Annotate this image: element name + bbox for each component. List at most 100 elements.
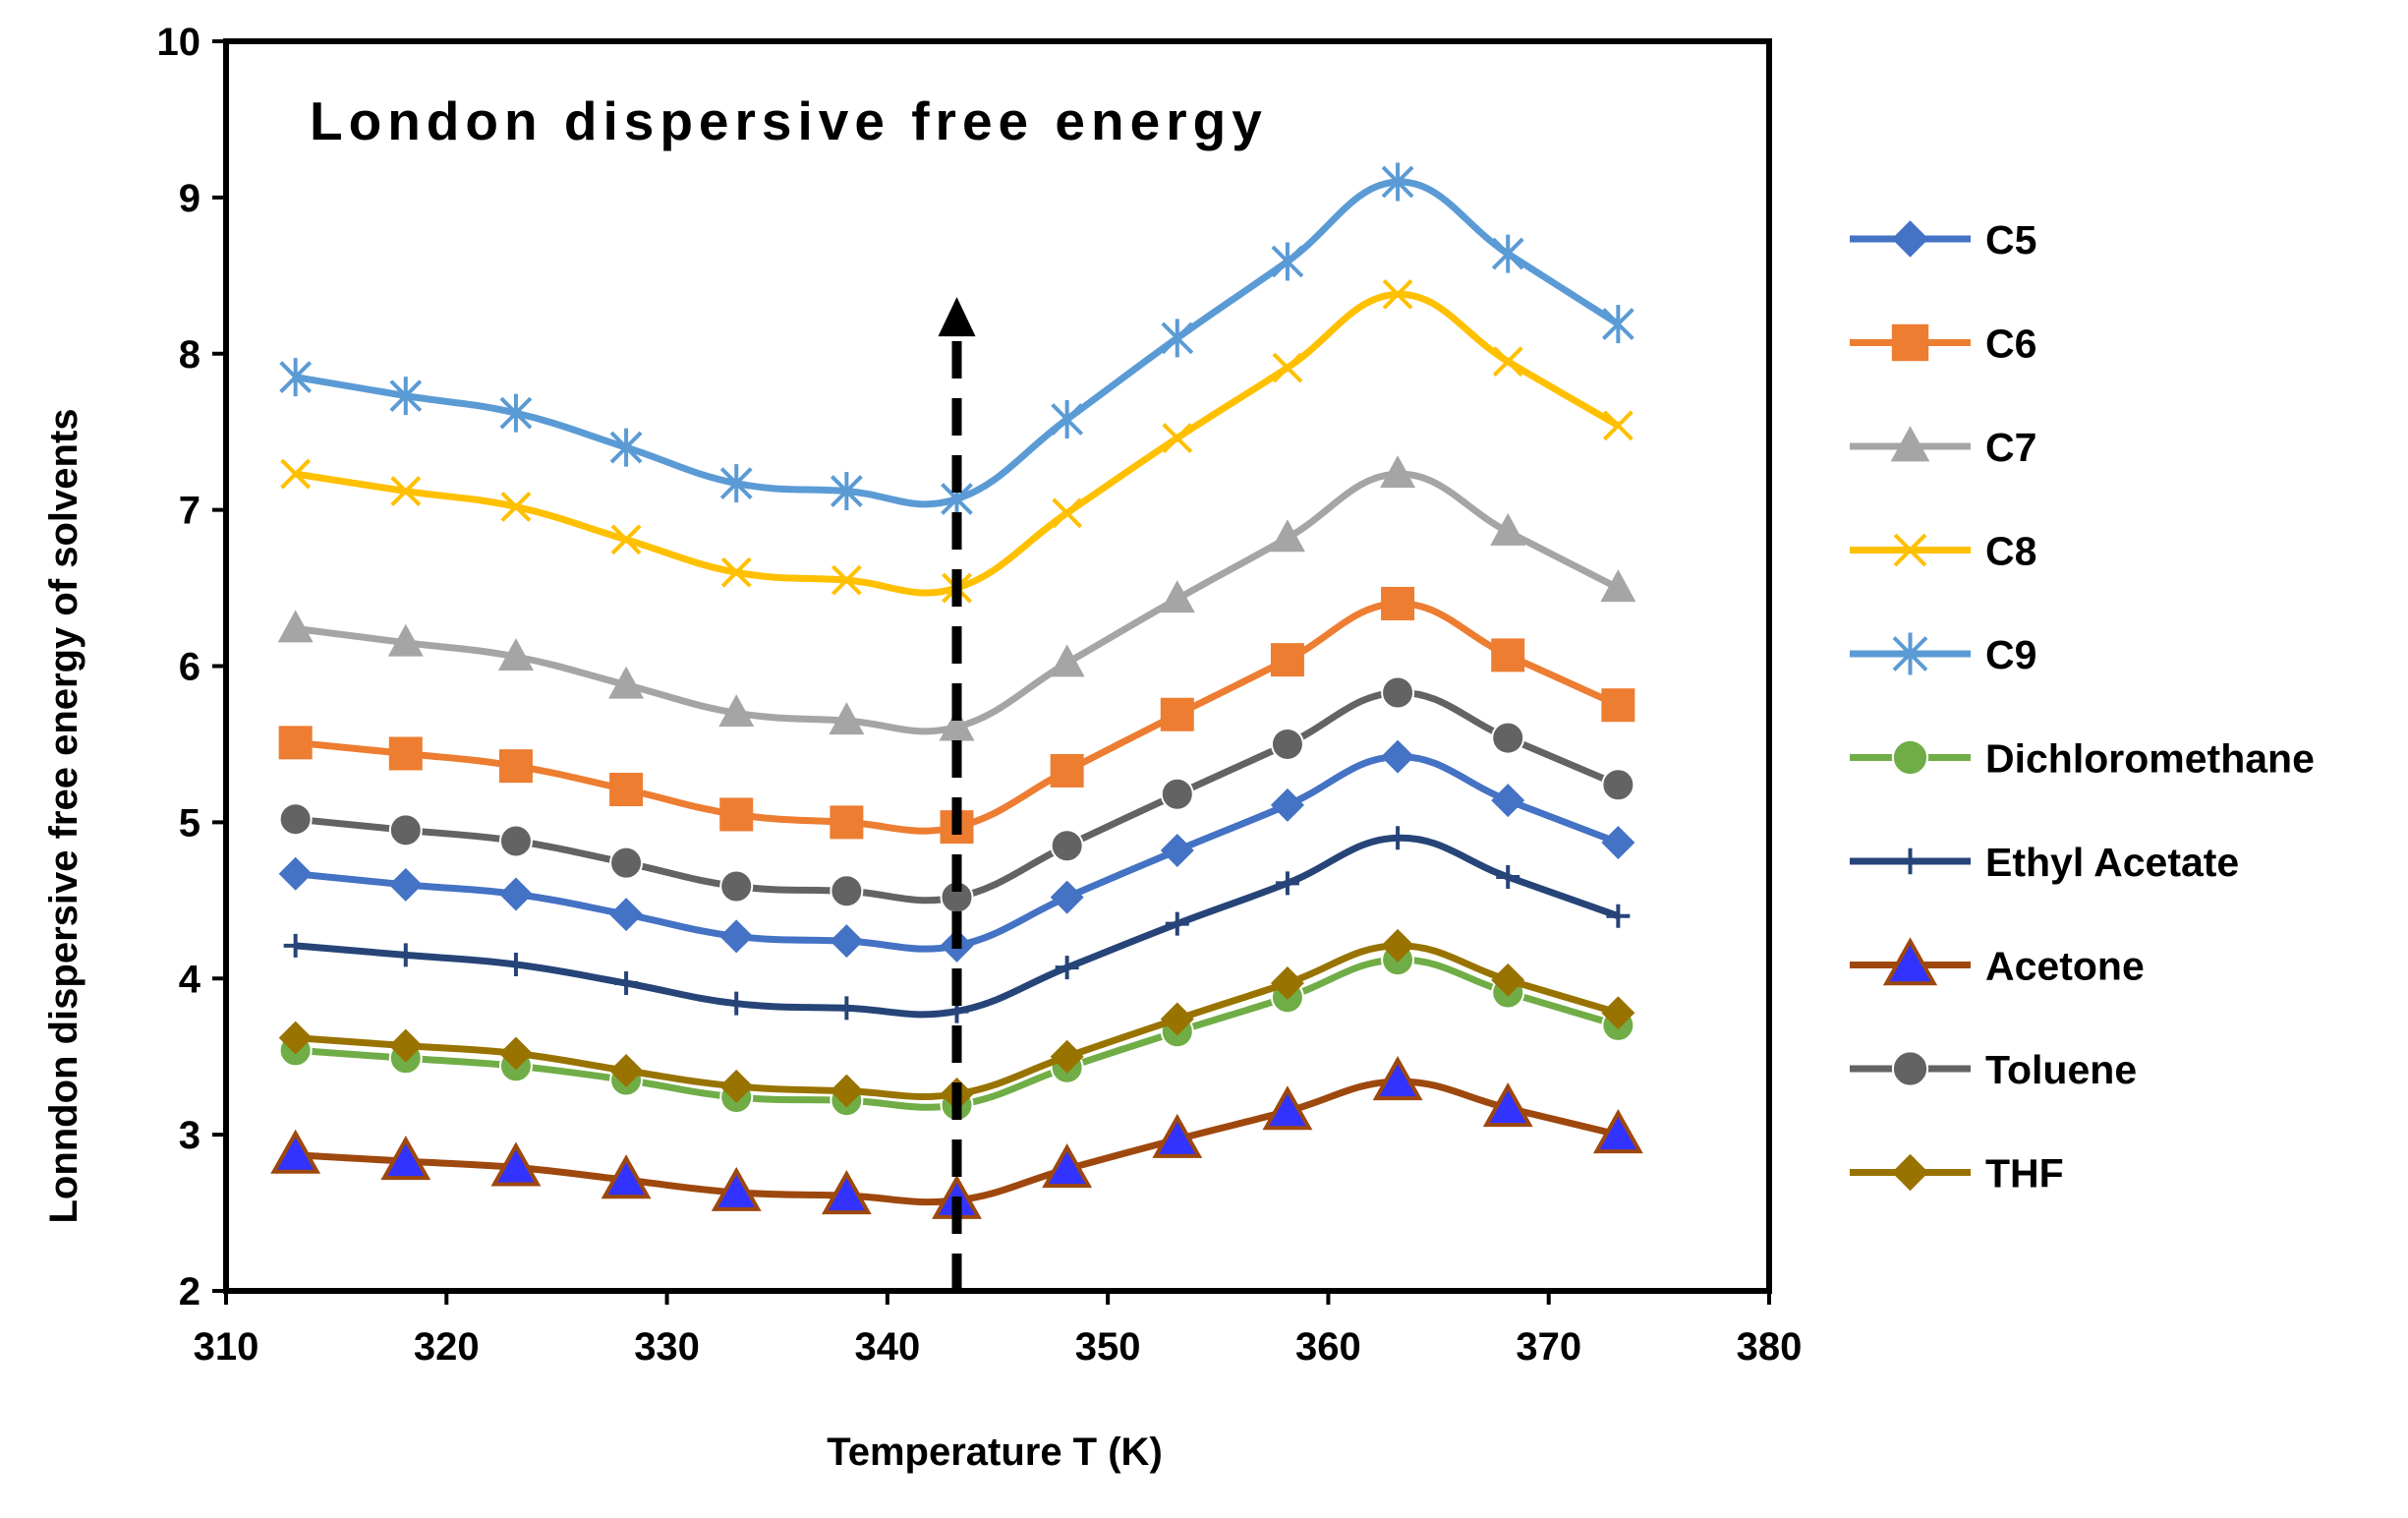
- x-tick-label: 350: [1075, 1325, 1141, 1369]
- data-point: [718, 694, 755, 728]
- data-point: [1050, 1039, 1084, 1074]
- x-tick-label: 370: [1516, 1325, 1581, 1369]
- data-point: [608, 666, 645, 699]
- data-point: [609, 898, 644, 932]
- legend-item: C6: [1850, 321, 2036, 367]
- y-tick-label: 8: [179, 333, 201, 377]
- data-point: [277, 610, 314, 643]
- x-tick-label: 360: [1295, 1325, 1361, 1369]
- data-point: [498, 877, 533, 911]
- data-point: [1271, 242, 1304, 281]
- data-point: [1606, 904, 1631, 928]
- data-point: [490, 1141, 542, 1187]
- data-point: [831, 564, 862, 596]
- data-point: [390, 476, 422, 506]
- dashed-arrow-head: [938, 297, 976, 337]
- data-point: [270, 1129, 321, 1174]
- data-point: [1386, 826, 1410, 850]
- legend-item: Toluene: [1850, 1047, 2137, 1092]
- data-point: [1492, 346, 1523, 378]
- data-point: [1051, 399, 1084, 438]
- data-point: [1160, 1002, 1194, 1036]
- chart-title: London dispersive free energy: [310, 90, 1268, 151]
- data-point: [1601, 688, 1635, 723]
- data-point: [1381, 586, 1415, 620]
- x-tick-label: 380: [1737, 1325, 1803, 1369]
- legend-item: Dichloromethane: [1850, 736, 2315, 782]
- data-point: [609, 773, 644, 807]
- data-point: [1491, 784, 1525, 818]
- data-point: [280, 458, 312, 490]
- legend-label: C5: [1985, 217, 2036, 263]
- data-point: [1381, 162, 1414, 202]
- data-point: [719, 919, 754, 954]
- data-point: [1162, 423, 1193, 453]
- data-point: [1381, 928, 1415, 963]
- data-point: [719, 1069, 754, 1103]
- legend-label: C6: [1985, 321, 2036, 367]
- data-point: [498, 824, 533, 858]
- series-c9: [279, 162, 1634, 519]
- data-point: [821, 1170, 872, 1215]
- data-point: [380, 1136, 431, 1181]
- data-point: [609, 428, 643, 467]
- series-line: [295, 178, 1621, 508]
- data-point: [1491, 721, 1525, 755]
- data-point: [1050, 753, 1084, 788]
- data-point: [1050, 880, 1084, 914]
- y-tick-label: 5: [179, 801, 201, 845]
- y-tick-label: 9: [179, 177, 201, 220]
- data-point: [278, 1021, 313, 1055]
- data-point: [388, 1028, 423, 1063]
- data-point: [601, 1154, 652, 1199]
- legend-item: C8: [1850, 529, 2036, 574]
- data-point: [497, 637, 534, 671]
- data-point: [830, 1074, 864, 1108]
- data-point: [1592, 1109, 1643, 1154]
- data-point: [1270, 643, 1304, 677]
- x-tick-label: 330: [634, 1325, 700, 1369]
- y-tick-label: 4: [179, 958, 201, 1001]
- legend-item: Acetone: [1850, 937, 2145, 989]
- data-point: [1380, 455, 1416, 489]
- data-point: [500, 492, 532, 522]
- data-point: [388, 867, 423, 902]
- legend-item: THF: [1850, 1151, 2064, 1197]
- series-c6: [278, 586, 1635, 845]
- data-point: [388, 736, 423, 771]
- y-tick-label: 7: [179, 490, 201, 533]
- data-point: [1159, 580, 1195, 613]
- data-point: [609, 1053, 644, 1087]
- data-point: [1490, 512, 1526, 546]
- data-point: [1372, 1056, 1423, 1101]
- data-point: [1165, 911, 1189, 936]
- x-tick-label: 340: [854, 1325, 920, 1369]
- data-point: [1601, 768, 1635, 802]
- data-point: [1152, 1113, 1203, 1158]
- y-tick-label: 2: [179, 1270, 201, 1314]
- data-point: [279, 358, 313, 397]
- data-point: [719, 797, 754, 832]
- y-tick-label: 3: [179, 1114, 201, 1157]
- series-c5: [278, 739, 1635, 963]
- data-point: [1160, 777, 1194, 811]
- data-point: [1275, 871, 1299, 896]
- data-point: [1052, 497, 1083, 529]
- legend-item: C5: [1850, 217, 2036, 263]
- data-point: [503, 952, 528, 976]
- legend-marker: [1891, 323, 1929, 362]
- data-point: [724, 991, 749, 1016]
- series-toluene: [278, 675, 1635, 914]
- data-point: [393, 943, 418, 967]
- data-point: [939, 708, 975, 741]
- data-point: [1381, 675, 1415, 710]
- data-point: [1049, 644, 1085, 677]
- data-point: [1270, 788, 1304, 822]
- series-thf: [278, 928, 1635, 1111]
- data-point: [711, 1166, 762, 1211]
- data-point: [283, 933, 308, 958]
- x-tick-label: 310: [194, 1325, 259, 1369]
- data-point: [1160, 697, 1194, 731]
